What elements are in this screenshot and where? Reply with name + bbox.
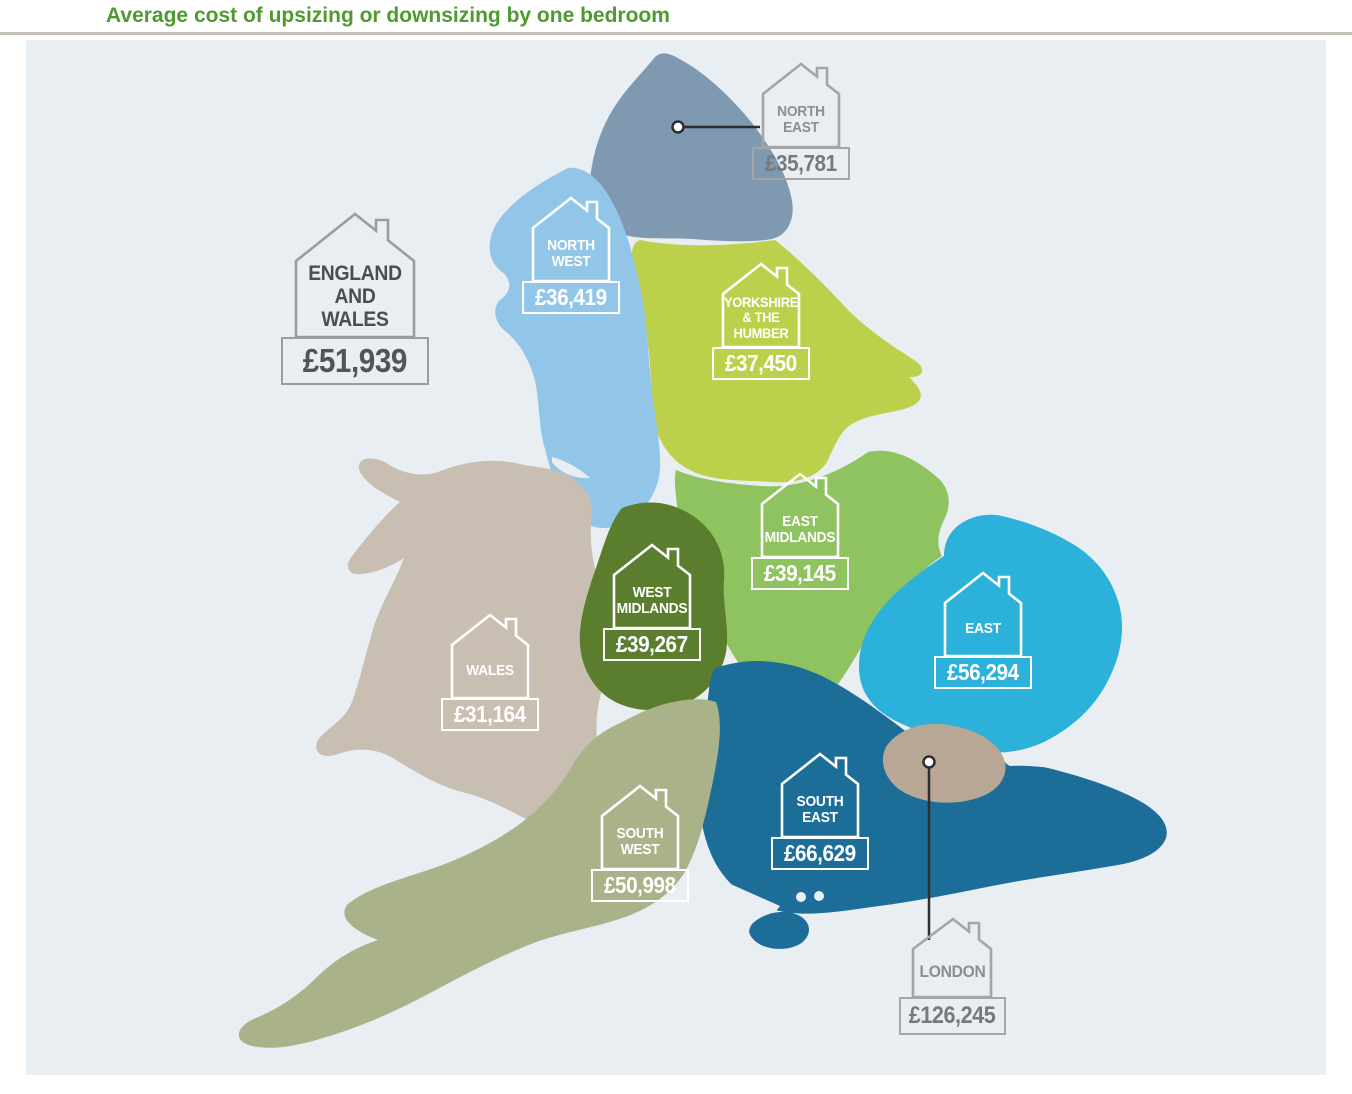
callout-dot-london bbox=[922, 755, 936, 769]
label-england-and-wales: ENGLAND AND WALES £51,939 bbox=[281, 211, 429, 385]
price-box: £66,629 bbox=[771, 837, 869, 870]
label-south-east: SOUTH EAST £66,629 bbox=[771, 752, 869, 870]
label-yorkshire-humber: YORKSHIRE & THE HUMBER £37,450 bbox=[712, 262, 810, 380]
label-house: ENGLAND AND WALES bbox=[281, 211, 429, 339]
price-box: £39,267 bbox=[603, 628, 701, 661]
region-name: EAST bbox=[965, 620, 1001, 638]
sea-notch-inlet-1 bbox=[796, 892, 806, 902]
region-shape-south-west bbox=[238, 699, 720, 1048]
price-box: £35,781 bbox=[752, 147, 850, 180]
region-name: NORTH EAST bbox=[777, 102, 825, 137]
label-house: EAST bbox=[934, 571, 1032, 658]
label-house: LONDON bbox=[899, 917, 1006, 999]
region-name: SOUTH EAST bbox=[796, 792, 844, 827]
england-wales-map bbox=[238, 53, 1167, 1048]
region-shape-east bbox=[858, 514, 1123, 753]
price-box: £56,294 bbox=[934, 656, 1032, 689]
price-box: £126,245 bbox=[899, 997, 1006, 1035]
map-canvas: ENGLAND AND WALES £51,939 NORTH EAST £35… bbox=[26, 40, 1326, 1075]
region-price: £39,267 bbox=[616, 631, 688, 657]
region-shape-wales bbox=[316, 458, 614, 827]
overall-price: £51,939 bbox=[302, 342, 408, 379]
label-house: WEST MIDLANDS bbox=[603, 543, 701, 630]
label-west-midlands: WEST MIDLANDS £39,267 bbox=[603, 543, 701, 661]
region-name: LONDON bbox=[919, 961, 986, 981]
label-east: EAST £56,294 bbox=[934, 571, 1032, 689]
header-divider bbox=[0, 32, 1352, 35]
house-outline-icon bbox=[911, 917, 993, 999]
sea-notch-thames bbox=[1003, 749, 1135, 792]
region-shape-isle-of-wight bbox=[749, 911, 809, 949]
house-outline-icon bbox=[600, 784, 680, 871]
region-shape-east-midlands bbox=[674, 450, 949, 697]
label-house: NORTH EAST bbox=[752, 62, 850, 149]
region-price: £37,450 bbox=[725, 350, 797, 376]
region-shape-north-east-islet bbox=[677, 63, 685, 71]
house-outline-icon bbox=[612, 543, 692, 630]
region-shape-london bbox=[882, 723, 1006, 803]
region-price: £66,629 bbox=[784, 840, 856, 866]
region-price: £31,164 bbox=[454, 701, 526, 727]
label-north-east: NORTH EAST £35,781 bbox=[752, 62, 850, 180]
region-name: NORTH WEST bbox=[547, 236, 595, 271]
label-wales: WALES £31,164 bbox=[441, 613, 539, 731]
price-box: £50,998 bbox=[591, 869, 689, 902]
region-name: WEST MIDLANDS bbox=[616, 583, 688, 618]
label-house: YORKSHIRE & THE HUMBER bbox=[712, 262, 810, 349]
region-shape-yorkshire-humber bbox=[631, 240, 923, 483]
callout-dot-north-east bbox=[671, 120, 685, 134]
label-south-west: SOUTH WEST £50,998 bbox=[591, 784, 689, 902]
label-london: LONDON £126,245 bbox=[899, 917, 1006, 1035]
sea-notch-dee bbox=[552, 457, 590, 479]
label-north-west: NORTH WEST £36,419 bbox=[522, 196, 620, 314]
region-price: £126,245 bbox=[909, 1002, 996, 1029]
house-outline-icon bbox=[450, 613, 530, 700]
region-price: £56,294 bbox=[947, 659, 1019, 685]
house-outline-icon bbox=[760, 472, 840, 559]
page-title: Average cost of upsizing or downsizing b… bbox=[106, 4, 670, 27]
label-house: EAST MIDLANDS bbox=[751, 472, 849, 559]
price-box: £51,939 bbox=[281, 337, 429, 385]
region-price: £36,419 bbox=[535, 284, 607, 310]
price-box: £36,419 bbox=[522, 281, 620, 314]
house-outline-icon bbox=[943, 571, 1023, 658]
house-outline-icon bbox=[761, 62, 841, 149]
overall-name: ENGLAND AND WALES bbox=[308, 262, 402, 332]
region-name: YORKSHIRE & THE HUMBER bbox=[723, 294, 799, 341]
region-price: £35,781 bbox=[765, 150, 837, 176]
price-box: £37,450 bbox=[712, 347, 810, 380]
house-outline-icon bbox=[531, 196, 611, 283]
region-name: WALES bbox=[466, 662, 514, 680]
region-name: EAST MIDLANDS bbox=[764, 512, 836, 547]
house-outline-icon bbox=[721, 262, 801, 349]
region-price: £50,998 bbox=[604, 872, 676, 898]
price-box: £31,164 bbox=[441, 698, 539, 731]
price-box: £39,145 bbox=[751, 557, 849, 590]
label-house: NORTH WEST bbox=[522, 196, 620, 283]
label-east-midlands: EAST MIDLANDS £39,145 bbox=[751, 472, 849, 590]
region-price: £39,145 bbox=[764, 560, 836, 586]
label-house: SOUTH EAST bbox=[771, 752, 869, 839]
house-outline-icon bbox=[294, 212, 416, 339]
region-name: SOUTH WEST bbox=[616, 824, 664, 859]
house-outline-icon bbox=[780, 752, 860, 839]
label-house: SOUTH WEST bbox=[591, 784, 689, 871]
region-shape-north-east bbox=[589, 53, 793, 242]
sea-notch-solent bbox=[718, 882, 780, 916]
label-house: WALES bbox=[441, 613, 539, 700]
sea-notch-inlet-2 bbox=[814, 891, 824, 901]
region-shape-west-midlands bbox=[579, 502, 728, 711]
